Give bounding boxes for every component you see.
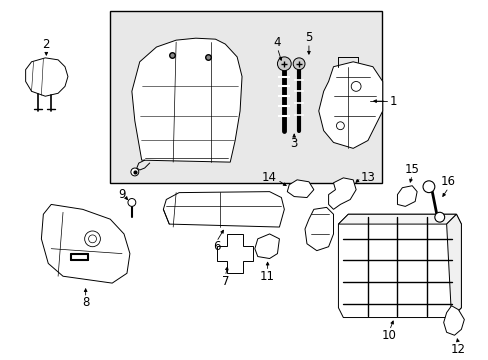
Circle shape xyxy=(131,168,139,176)
Text: 2: 2 xyxy=(42,37,50,51)
Circle shape xyxy=(434,212,444,222)
Text: 1: 1 xyxy=(389,95,396,108)
Text: 11: 11 xyxy=(260,270,275,283)
Polygon shape xyxy=(338,214,455,224)
Polygon shape xyxy=(305,207,333,251)
Circle shape xyxy=(293,58,305,70)
Polygon shape xyxy=(287,180,313,198)
Polygon shape xyxy=(446,214,461,318)
Polygon shape xyxy=(25,58,68,96)
Polygon shape xyxy=(217,234,252,273)
Circle shape xyxy=(88,235,96,243)
Polygon shape xyxy=(443,306,464,335)
Polygon shape xyxy=(318,62,382,148)
Text: 4: 4 xyxy=(273,36,281,49)
Text: 16: 16 xyxy=(440,175,455,188)
Text: 13: 13 xyxy=(360,171,375,184)
Text: 7: 7 xyxy=(221,275,228,288)
Text: 8: 8 xyxy=(82,296,89,309)
Polygon shape xyxy=(163,192,284,227)
Text: 12: 12 xyxy=(450,342,465,356)
Text: 10: 10 xyxy=(381,329,396,342)
Polygon shape xyxy=(254,234,279,258)
Bar xyxy=(110,11,381,183)
Text: 3: 3 xyxy=(290,137,297,150)
Polygon shape xyxy=(41,204,130,283)
Text: 5: 5 xyxy=(305,31,312,44)
Polygon shape xyxy=(328,178,355,209)
Text: 6: 6 xyxy=(212,240,220,253)
Circle shape xyxy=(277,57,291,71)
Circle shape xyxy=(422,181,434,193)
Polygon shape xyxy=(132,38,242,162)
Text: 14: 14 xyxy=(262,171,277,184)
Text: 15: 15 xyxy=(404,163,419,176)
Circle shape xyxy=(336,122,344,130)
Text: 9: 9 xyxy=(118,188,125,201)
Circle shape xyxy=(84,231,100,247)
Polygon shape xyxy=(338,214,461,318)
Polygon shape xyxy=(397,186,416,206)
Circle shape xyxy=(350,81,360,91)
Circle shape xyxy=(128,198,136,206)
